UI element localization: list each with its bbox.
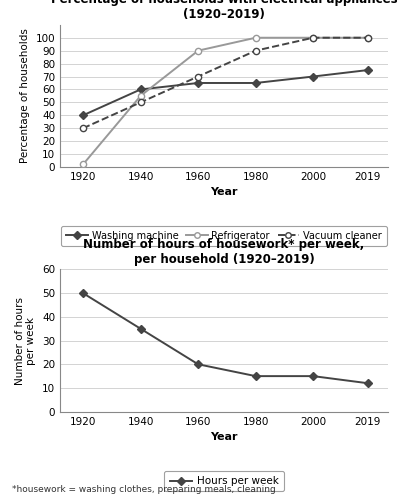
Text: *housework = washing clothes, preparing meals, cleaning: *housework = washing clothes, preparing … [12,485,276,494]
Y-axis label: Number of hours
per week: Number of hours per week [15,297,36,384]
Title: Percentage of households with electrical appliances
(1920–2019): Percentage of households with electrical… [51,0,397,21]
X-axis label: Year: Year [210,187,238,197]
X-axis label: Year: Year [210,432,238,442]
Legend: Hours per week: Hours per week [164,471,284,492]
Legend: Washing machine, Refrigerator, Vacuum cleaner: Washing machine, Refrigerator, Vacuum cl… [62,226,386,246]
Y-axis label: Percentage of households: Percentage of households [20,28,30,163]
Title: Number of hours of housework* per week,
per household (1920–2019): Number of hours of housework* per week, … [83,238,365,265]
